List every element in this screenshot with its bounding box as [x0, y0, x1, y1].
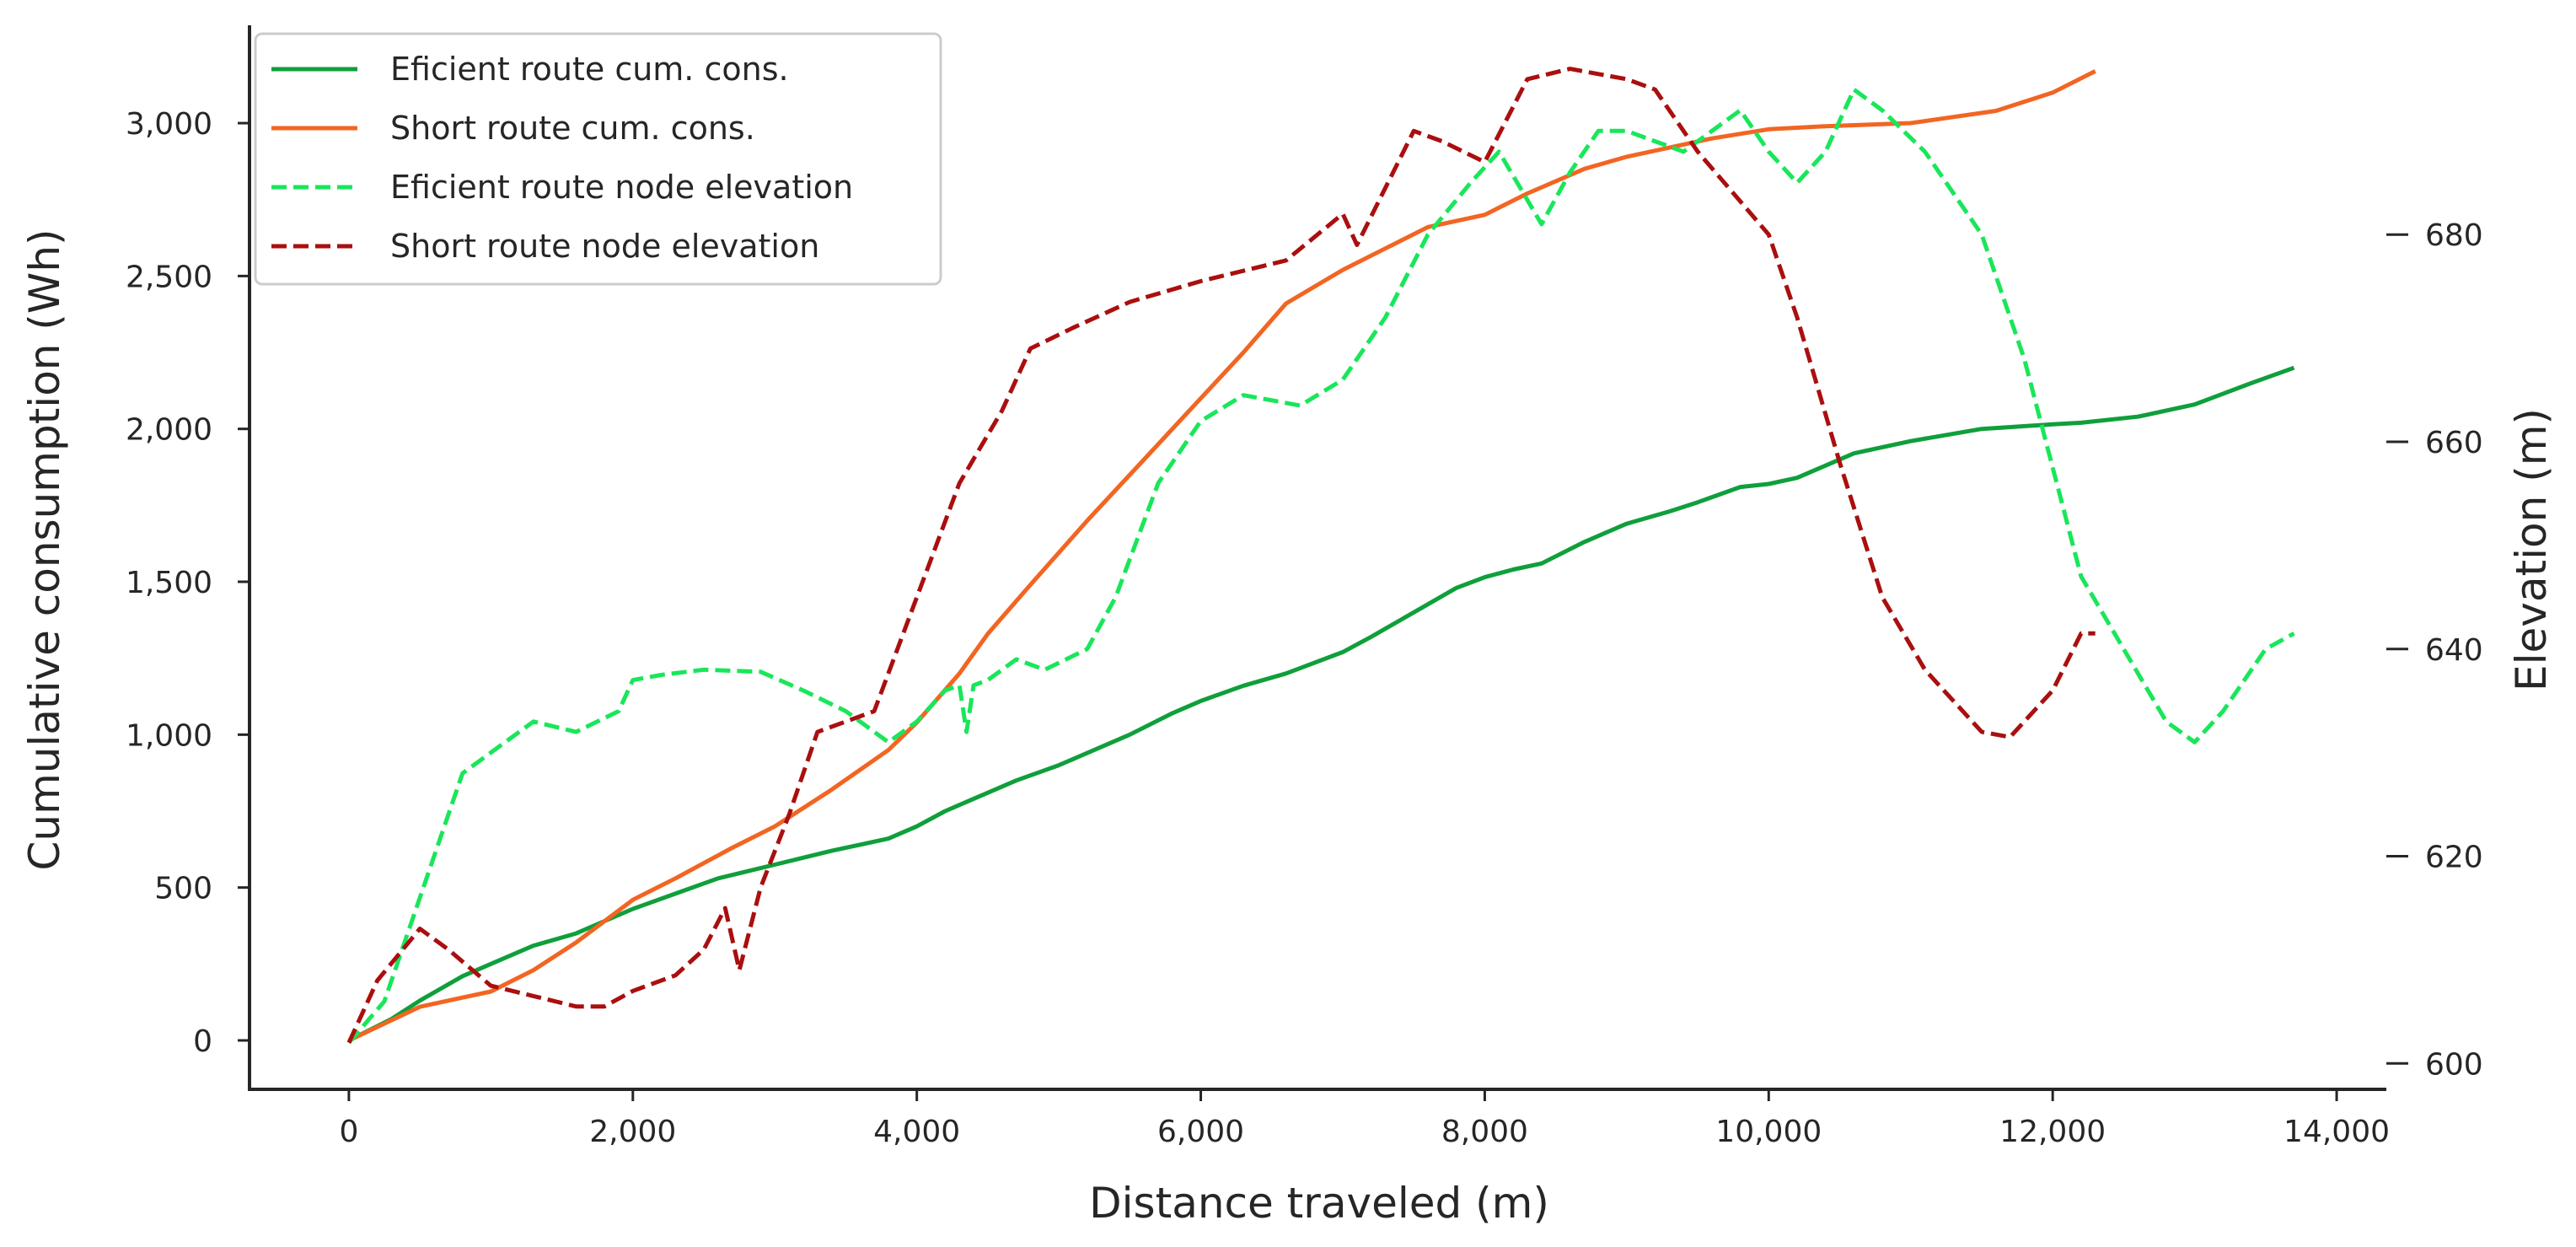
x-tick-label: 10,000: [1715, 1115, 1822, 1149]
x-axis-ticks: 0 2,000 4,000 6,000 8,000 10,000 12,000 14,000: [339, 1089, 2390, 1149]
x-tick-label: 14,000: [2284, 1115, 2390, 1149]
legend-label: Short route cum. cons.: [390, 110, 755, 147]
y-tick-label: 1,500: [126, 566, 212, 600]
legend-frame: [254, 32, 942, 286]
y2-tick-label: 600: [2425, 1047, 2483, 1082]
y-tick-label: 3,000: [126, 107, 212, 142]
y-tick-label: 500: [154, 872, 212, 906]
y-tick-label: 0: [193, 1024, 212, 1059]
series-line-1: [347, 365, 2295, 1043]
series-layer: [346, 67, 2295, 1045]
x-tick-label: 8,000: [1441, 1115, 1528, 1149]
y2-axis-ticks: 600 620 640 660 680: [2386, 218, 2483, 1082]
legend-label: Eficient route cum. cons.: [390, 51, 789, 88]
y-axis-title: Cumulative consumption (Wh): [20, 228, 69, 870]
series-line-3: [347, 87, 2295, 1045]
y2-tick-label: 620: [2425, 841, 2483, 875]
y-tick-label: 2,000: [126, 413, 212, 448]
y2-tick-label: 640: [2425, 633, 2483, 668]
y2-tick-label: 660: [2425, 426, 2483, 460]
x-tick-label: 6,000: [1157, 1115, 1244, 1149]
x-tick-label: 2,000: [589, 1115, 676, 1149]
legend-label: Eficient route node elevation: [390, 169, 853, 206]
y-tick-label: 2,500: [126, 260, 212, 294]
y-tick-label: 1,000: [126, 718, 212, 753]
x-tick-label: 4,000: [873, 1115, 960, 1149]
series-line-4: [346, 67, 2096, 1044]
legend: Eficient route cum. cons. Short route cum…: [254, 32, 942, 286]
y2-axis-title: Elevation (m): [2507, 408, 2556, 691]
x-tick-label: 12,000: [1999, 1115, 2106, 1149]
y2-tick-label: 680: [2425, 218, 2483, 253]
legend-label: Short route node elevation: [390, 228, 819, 265]
series-line-2: [347, 69, 2096, 1043]
x-tick-label: 0: [339, 1115, 358, 1149]
y-axis-ticks: 0 500 1,000 1,500 2,000 2,500 3,000: [126, 107, 250, 1059]
x-axis-title: Distance traveled (m): [1089, 1179, 1549, 1228]
